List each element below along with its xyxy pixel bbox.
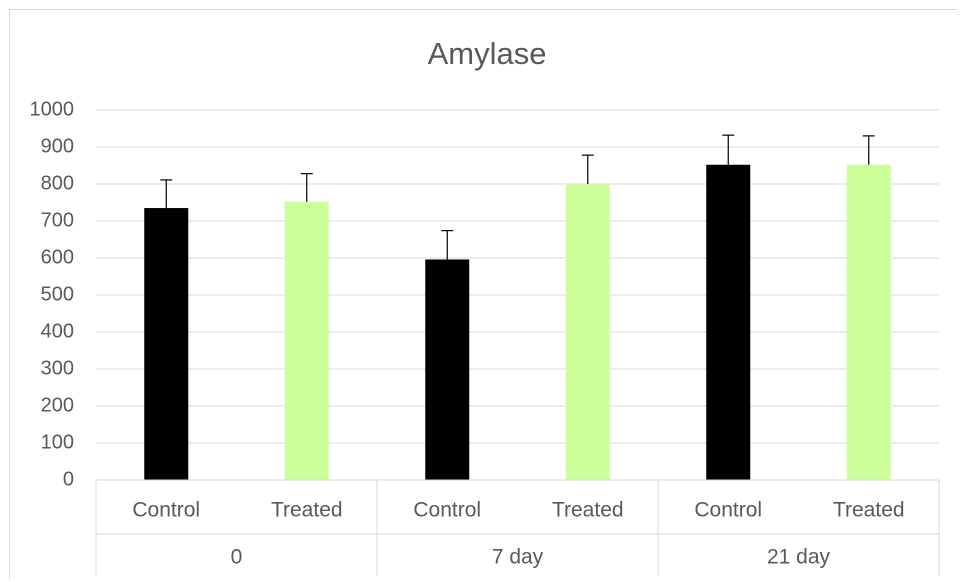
category-label: Control (413, 499, 481, 522)
y-tick-label: 0 (63, 468, 74, 490)
bar-treated-3 (565, 184, 610, 480)
gridlines (96, 109, 939, 444)
bars (144, 164, 891, 481)
y-tick-label: 200 (41, 394, 74, 416)
category-label: Control (132, 499, 200, 522)
category-label: Treated (271, 499, 343, 522)
error-bars (160, 134, 875, 260)
category-label: Control (694, 499, 762, 522)
category-label: Treated (552, 499, 624, 522)
x-axis (95, 479, 940, 576)
bar-control-4 (706, 164, 751, 480)
group-label: 21 day (767, 546, 831, 569)
category-labels: Control Treated Control Treated Control Treat… (132, 499, 904, 569)
y-axis-ticks: 0 100 200 300 400 500 600 700 800 900 1000 (30, 98, 75, 490)
category-label: Treated (833, 499, 905, 522)
group-label: 0 (231, 546, 243, 569)
bar-treated-1 (284, 201, 329, 480)
group-label: 7 day (492, 546, 544, 569)
y-tick-label: 500 (41, 283, 74, 305)
chart-frame (9, 9, 957, 579)
y-tick-label: 300 (41, 357, 74, 379)
bar-treated-5 (846, 164, 891, 480)
y-tick-label: 1000 (30, 98, 75, 120)
y-tick-label: 600 (41, 246, 74, 268)
y-tick-label: 900 (41, 135, 74, 157)
y-tick-label: 700 (41, 209, 74, 231)
bar-control-0 (144, 208, 189, 481)
y-tick-label: 400 (41, 320, 74, 342)
y-tick-label: 100 (41, 431, 74, 453)
bar-control-2 (425, 259, 470, 480)
y-tick-label: 800 (41, 172, 74, 194)
chart-title: Amylase (428, 36, 547, 71)
